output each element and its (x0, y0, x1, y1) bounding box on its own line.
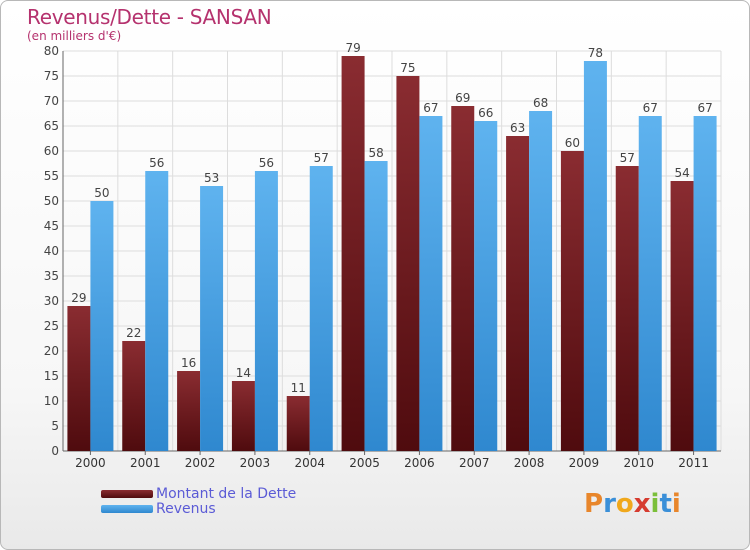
y-tick-label: 35 (44, 269, 59, 283)
y-tick-label: 55 (44, 169, 59, 183)
logo-letter: r (603, 489, 616, 519)
y-tick-label: 15 (44, 369, 59, 383)
data-label-debt: 29 (71, 291, 86, 305)
data-label-revenue: 68 (533, 96, 548, 110)
bar-revenue-2000 (90, 201, 114, 451)
y-tick-label: 70 (44, 94, 59, 108)
x-tick-label: 2011 (678, 456, 709, 470)
x-tick-label: 2004 (294, 456, 325, 470)
data-label-revenue: 53 (204, 171, 219, 185)
y-tick-label: 65 (44, 119, 59, 133)
y-tick-label: 30 (44, 294, 59, 308)
data-label-revenue: 66 (478, 106, 493, 120)
legend-label-revenue: Revenus (156, 501, 216, 517)
logo-letter: t (659, 489, 672, 519)
data-label-revenue: 78 (588, 46, 603, 60)
data-label-revenue: 50 (94, 186, 109, 200)
bar-debt-2000 (67, 306, 91, 451)
data-label-debt: 16 (181, 356, 196, 370)
bar-debt-2006 (396, 76, 420, 451)
legend-swatch-revenue (101, 505, 153, 513)
data-label-revenue: 57 (314, 151, 329, 165)
bar-revenue-2005 (364, 161, 388, 451)
data-label-debt: 57 (620, 151, 635, 165)
y-tick-label: 20 (44, 344, 59, 358)
y-tick-label: 45 (44, 219, 59, 233)
legend-label-debt: Montant de la Dette (156, 486, 297, 502)
data-label-debt: 79 (345, 41, 360, 55)
bar-revenue-2009 (583, 61, 607, 451)
data-label-debt: 69 (455, 91, 470, 105)
x-tick-label: 2003 (240, 456, 271, 470)
logo-letter: x (633, 489, 651, 519)
bar-revenue-2010 (638, 116, 662, 451)
chart-subtitle: (en milliers d'€) (27, 29, 122, 43)
data-label-debt: 14 (236, 366, 251, 380)
data-label-revenue: 67 (423, 101, 438, 115)
bar-debt-2001 (122, 341, 146, 451)
data-label-debt: 11 (291, 381, 306, 395)
bar-debt-2009 (560, 151, 584, 451)
bar-revenue-2002 (200, 186, 224, 451)
data-label-revenue: 67 (643, 101, 658, 115)
y-tick-label: 80 (44, 44, 59, 58)
x-tick-label: 2002 (185, 456, 216, 470)
legend-swatch-debt (101, 490, 153, 498)
data-label-revenue: 56 (149, 156, 164, 170)
bar-debt-2002 (177, 371, 201, 451)
bar-debt-2004 (286, 396, 310, 451)
data-label-revenue: 67 (697, 101, 712, 115)
bar-revenue-2003 (254, 171, 278, 451)
bar-revenue-2007 (474, 121, 498, 451)
data-label-debt: 22 (126, 326, 141, 340)
logo-letter: o (615, 489, 634, 519)
logo-letter: P (584, 489, 604, 519)
y-tick-label: 25 (44, 319, 59, 333)
bar-revenue-2001 (145, 171, 169, 451)
y-tick-label: 75 (44, 69, 59, 83)
bar-debt-2008 (506, 136, 530, 451)
bar-revenue-2006 (419, 116, 443, 451)
bar-debt-2003 (231, 381, 255, 451)
bar-revenue-2008 (529, 111, 553, 451)
x-tick-label: 2008 (514, 456, 545, 470)
x-tick-label: 2000 (75, 456, 106, 470)
x-tick-label: 2006 (404, 456, 435, 470)
chart-title: Revenus/Dette - SANSAN (27, 5, 272, 29)
y-tick-label: 40 (44, 244, 59, 258)
y-tick-label: 50 (44, 194, 59, 208)
bar-revenue-2004 (309, 166, 333, 451)
proxiti-logo: Proxiti (584, 489, 681, 519)
y-tick-label: 10 (44, 394, 59, 408)
y-tick-label: 5 (51, 419, 59, 433)
logo-letter: i (650, 489, 660, 519)
data-label-debt: 54 (674, 166, 689, 180)
x-tick-label: 2010 (623, 456, 654, 470)
data-label-revenue: 56 (259, 156, 274, 170)
logo-letter: i (671, 489, 681, 519)
x-tick-label: 2007 (459, 456, 490, 470)
bar-debt-2005 (341, 56, 365, 451)
x-tick-label: 2009 (569, 456, 600, 470)
bar-debt-2010 (615, 166, 639, 451)
y-tick-label: 60 (44, 144, 59, 158)
bar-revenue-2011 (693, 116, 717, 451)
bar-debt-2011 (670, 181, 694, 451)
x-tick-label: 2005 (349, 456, 380, 470)
data-label-debt: 60 (565, 136, 580, 150)
y-tick-label: 0 (51, 444, 59, 458)
bar-debt-2007 (451, 106, 475, 451)
data-label-debt: 75 (400, 61, 415, 75)
data-label-revenue: 58 (368, 146, 383, 160)
x-tick-label: 2001 (130, 456, 161, 470)
data-label-debt: 63 (510, 121, 525, 135)
